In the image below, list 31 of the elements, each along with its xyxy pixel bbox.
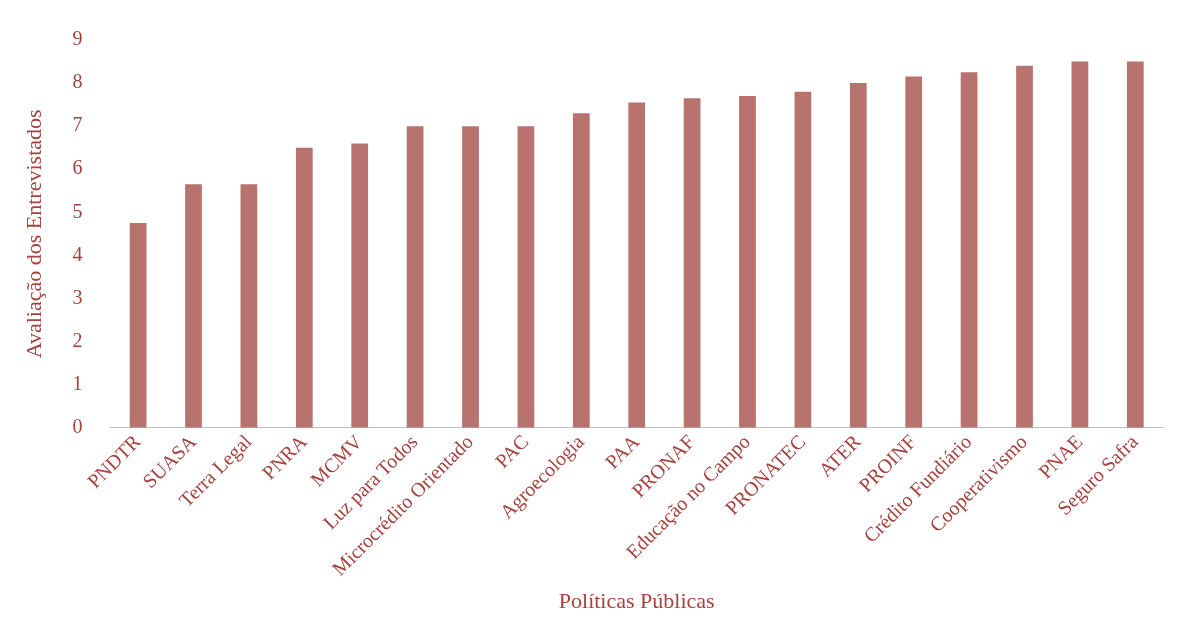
bar [129,223,147,428]
y-tick-label: 6 [72,156,83,179]
y-tick-label: 0 [72,414,83,437]
bar [739,96,756,428]
y-tick-label: 5 [72,199,83,222]
y-tick-label: 2 [72,328,83,351]
bar [683,98,701,428]
bar [351,143,369,428]
bar [240,184,258,428]
y-tick-label: 1 [72,371,83,394]
bar [1016,65,1033,428]
x-axis-title: Políticas Públicas [558,587,715,613]
y-axis-title: Avaliação dos Entrevistados [20,109,46,359]
bar [295,147,313,428]
bar [794,91,812,428]
bar [572,113,590,428]
bar [960,72,978,428]
y-tick-label: 8 [72,70,83,93]
bar [1126,61,1144,428]
y-tick-label: 9 [72,27,83,50]
bar [905,76,923,428]
bar [462,126,479,428]
y-tick-label: 3 [72,285,83,308]
bar [517,126,535,428]
bar [406,126,424,428]
bar [849,83,867,428]
bar [628,102,646,428]
bar [185,184,202,428]
bar [1071,61,1089,428]
y-tick-label: 7 [72,113,83,136]
y-tick-label: 4 [72,242,83,265]
